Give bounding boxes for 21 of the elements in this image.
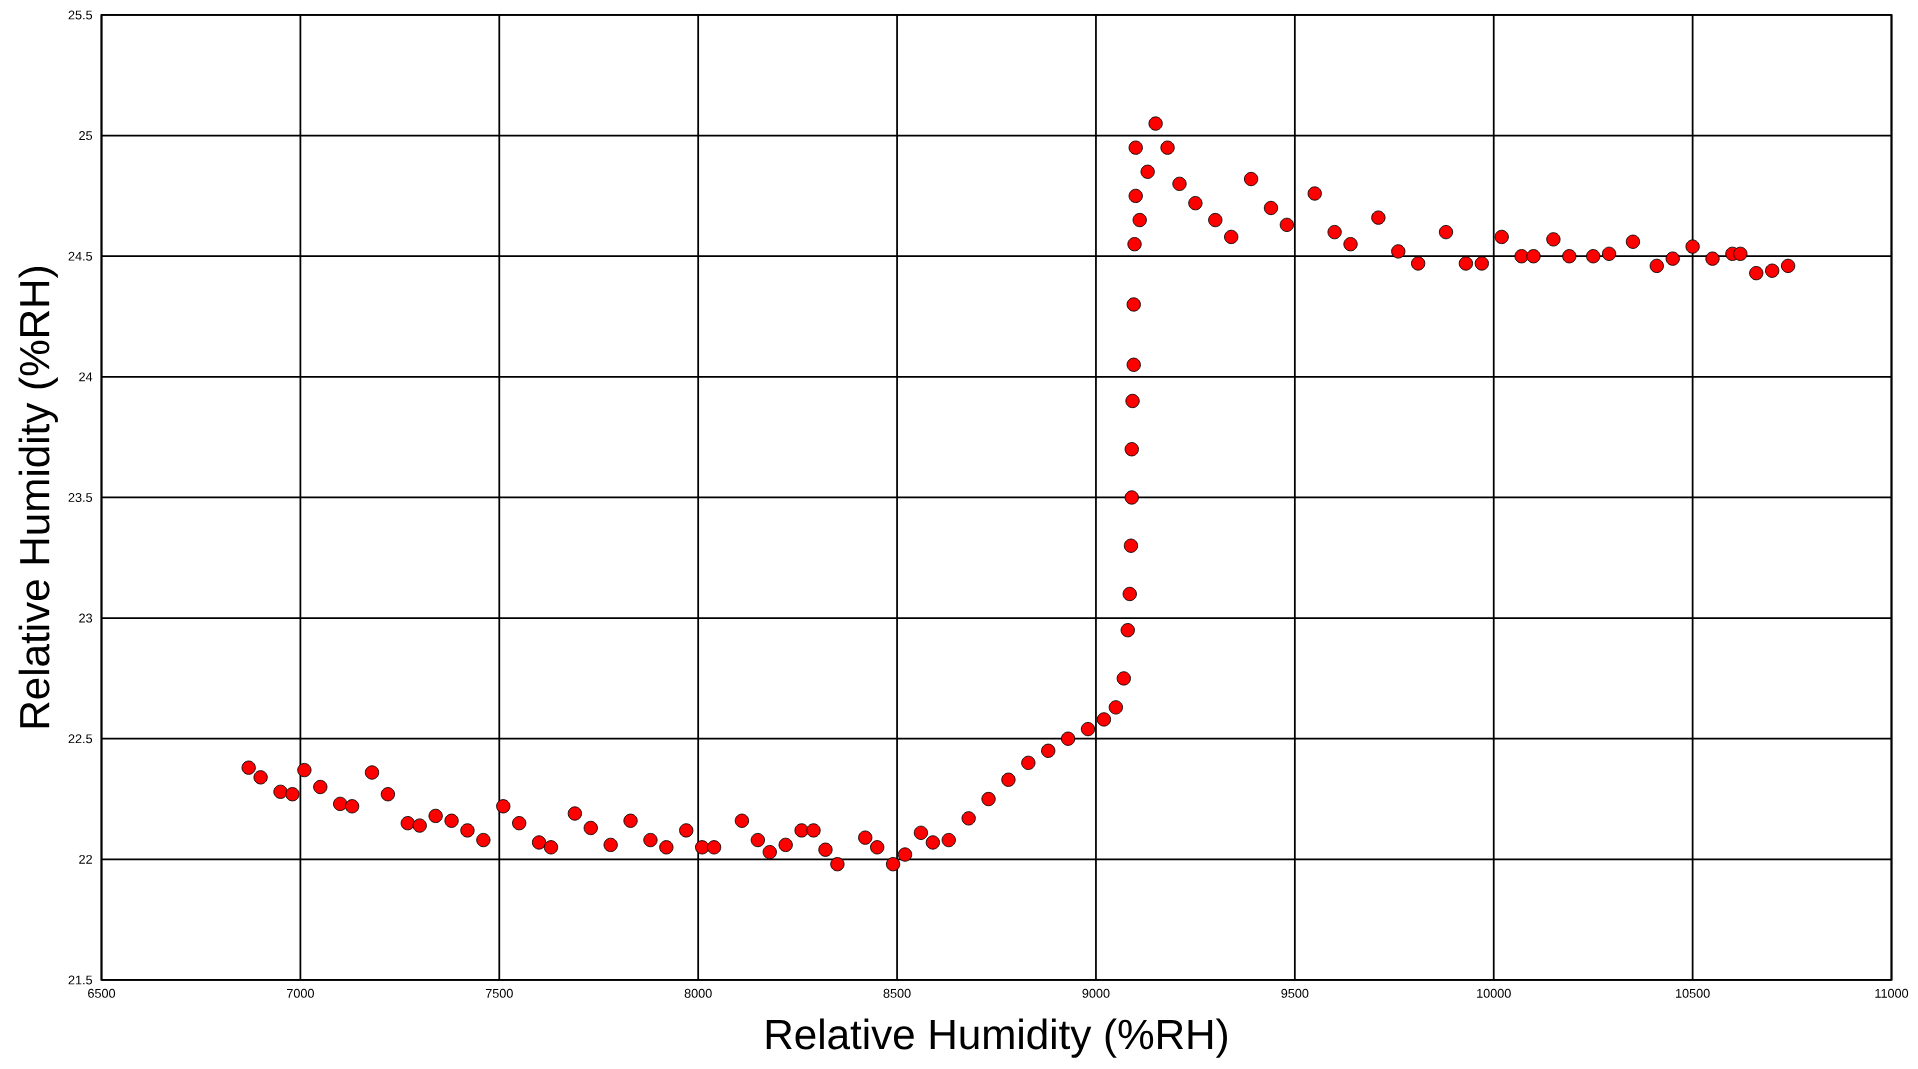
x-tick-label: 7000 [286,988,314,998]
x-tick-label: 6500 [88,988,116,998]
y-axis-title: Relative Humidity (%RH) [18,267,58,728]
x-tick-label: 9500 [1281,988,1309,998]
y-tick-label: 21.5 [68,975,93,985]
x-tick-label: 9000 [1082,988,1110,998]
x-tick-label: 10000 [1477,988,1511,998]
y-tick-label: 23 [79,613,93,623]
x-tick-label: 11000 [1875,988,1909,998]
x-tick-label: 7500 [485,988,513,998]
y-tick-label: 25.5 [68,10,93,20]
y-tick-label: 24.5 [68,251,93,261]
x-tick-label: 8000 [684,988,712,998]
y-tick-label: 22.5 [68,734,93,744]
x-tick-label: 10500 [1676,988,1710,998]
y-tick-label: 22 [79,854,92,864]
y-tick-label: 25 [79,131,93,141]
x-axis-title: Relative Humidity (%RH) [766,1018,1227,1058]
x-tick-label: 8500 [883,988,911,998]
y-tick-label: 24 [79,372,93,382]
y-tick-label: 23.5 [68,492,93,502]
